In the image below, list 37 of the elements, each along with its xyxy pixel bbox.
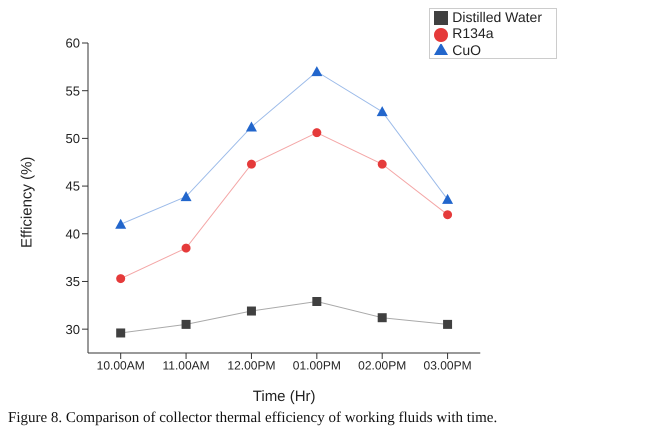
x-tick-label: 01.00PM [292, 358, 341, 373]
y-tick-label: 35 [66, 274, 80, 290]
legend-label: Distilled Water [452, 9, 542, 25]
point [180, 191, 192, 202]
x-tick-label: 03.00PM [424, 358, 472, 373]
point [378, 160, 387, 169]
y-tick-label: 45 [66, 178, 80, 194]
point [312, 296, 322, 306]
point [442, 194, 454, 204]
y-tick-label: 50 [66, 131, 80, 146]
x-tick-label: 10.00AM [96, 358, 145, 373]
point [443, 320, 452, 329]
y-axis-title: Efficiency (%) [18, 156, 36, 248]
point [246, 160, 256, 169]
point [246, 306, 256, 316]
legend-label: CuO [452, 42, 482, 58]
x-tick-label: 11.00AM [162, 358, 210, 373]
point [246, 121, 257, 132]
point [115, 218, 126, 229]
point [376, 106, 388, 116]
x-axis-title: Time (Hr) [252, 388, 316, 405]
point [182, 320, 191, 329]
y-tick-label: 60 [66, 36, 80, 51]
y-tick-label: 40 [66, 226, 80, 242]
point [116, 328, 126, 338]
x-tick-label: 02.00PM [358, 358, 406, 373]
legend-label: R134a [452, 25, 494, 42]
point [182, 244, 191, 253]
point [312, 128, 322, 138]
point [443, 210, 452, 220]
y-tick-label: 30 [66, 322, 80, 337]
y-tick-label: 55 [66, 83, 80, 98]
caption: Figure 8. Comparison of collector thermal efficiency of working fluids with time. [8, 410, 498, 427]
point [116, 274, 126, 284]
x-tick-label: 12.00PM [227, 358, 276, 373]
point [378, 313, 387, 322]
point [311, 66, 322, 76]
